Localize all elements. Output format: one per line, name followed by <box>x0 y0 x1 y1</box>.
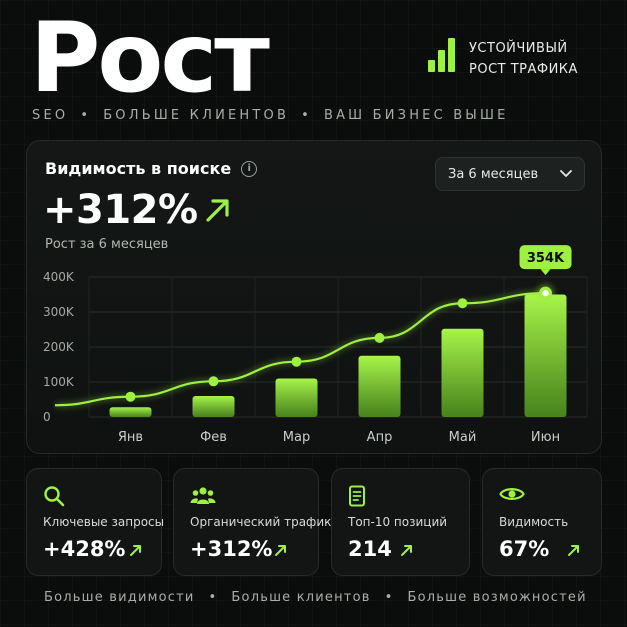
footer: Больше видимости • Больше клиентов • Бол… <box>44 590 587 605</box>
trend-point <box>125 391 136 402</box>
bar <box>524 294 567 417</box>
x-tick-label: Июн <box>531 430 560 445</box>
card-label: Ключевые запросы <box>43 515 165 529</box>
tagline-item: SEO <box>32 108 69 123</box>
footer-item: Больше возможностей <box>407 590 587 605</box>
separator-dot: • <box>301 108 312 123</box>
bar-chart-icon <box>428 38 455 72</box>
card-label: Органический трафик <box>190 515 332 529</box>
growth-value: +312% <box>43 187 198 233</box>
trend-point <box>291 356 302 367</box>
footer-item: Больше видимости <box>44 590 195 605</box>
hero-badge-line2: РОСТ ТРАФИКА <box>469 62 578 77</box>
highlight-point-center <box>542 289 549 297</box>
card-label: Видимость <box>499 515 569 529</box>
y-tick-label: 0 <box>43 410 51 424</box>
search-icon <box>44 486 65 507</box>
arrow-up-right-icon <box>568 545 579 556</box>
footer-item: Больше клиентов <box>231 590 371 605</box>
users-icon <box>190 487 216 504</box>
card-organic-traffic[interactable]: Органический трафик +312% <box>173 468 331 576</box>
x-tick-label: Мар <box>283 430 310 445</box>
trend-point <box>208 376 219 387</box>
value-callout <box>519 245 572 270</box>
card-label: Топ-10 позиций <box>348 515 448 529</box>
period-dropdown[interactable]: За 6 месяцев <box>435 157 585 191</box>
chevron-down-icon <box>560 170 572 178</box>
x-tick-label: Апр <box>367 430 393 445</box>
arrow-up-right-icon <box>206 199 229 222</box>
arrow-up-right-icon <box>401 545 412 556</box>
panel-title: Видимость в поиске i <box>45 159 258 178</box>
hero-badge-line1: УСТОЙЧИВЫЙ <box>469 41 568 56</box>
eye-icon <box>499 488 525 500</box>
separator-dot: • <box>208 590 218 605</box>
value-callout-pointer <box>540 269 551 276</box>
info-icon[interactable]: i <box>241 160 258 177</box>
bar <box>441 328 484 417</box>
card-value: +312% <box>190 537 273 561</box>
tagline-item: БОЛЬШЕ КЛИЕНТОВ <box>103 108 290 123</box>
card-top10[interactable]: Топ-10 позиций 214 <box>331 468 470 576</box>
panel-subtitle: Рост за 6 месяцев <box>45 237 169 252</box>
bar <box>109 407 152 417</box>
card-keywords[interactable]: Ключевые запросы +428% <box>26 468 165 576</box>
bar <box>275 378 318 417</box>
trend-point <box>374 332 385 343</box>
y-tick-label: 200K <box>43 340 75 354</box>
x-tick-label: Май <box>449 430 477 445</box>
growth-chart: 0 100K 200K 300K 400K Янв Фев Мар Апр Май Июн 354K <box>43 245 588 445</box>
card-value: +428% <box>43 537 126 561</box>
x-tick-label: Янв <box>118 430 143 445</box>
separator-dot: • <box>80 108 92 123</box>
y-tick-label: 300K <box>43 305 75 319</box>
hero-title: Рост <box>30 2 270 114</box>
y-tick-label: 400K <box>43 270 75 284</box>
card-value: 67% <box>499 537 550 561</box>
arrow-up-right-icon <box>130 545 141 556</box>
card-visibility[interactable]: Видимость 67% <box>482 468 602 576</box>
trend-point <box>457 298 468 309</box>
visibility-panel: Видимость в поиске i +312% Рост за 6 мес… <box>26 140 602 454</box>
x-tick-label: Фев <box>200 430 227 445</box>
hero-badge: УСТОЙЧИВЫЙ РОСТ ТРАФИКА <box>428 38 578 80</box>
y-tick-label: 100K <box>43 375 75 389</box>
document-icon <box>349 485 365 507</box>
tagline-item: ВАШ БИЗНЕС ВЫШЕ <box>323 108 509 123</box>
value-callout-label: 354K <box>527 251 565 266</box>
bar <box>358 355 401 417</box>
card-value: 214 <box>348 537 392 561</box>
bar <box>192 396 235 417</box>
panel-title-text: Видимость в поиске <box>45 159 232 178</box>
separator-dot: • <box>384 590 394 605</box>
tagline: SEO • БОЛЬШЕ КЛИЕНТОВ • ВАШ БИЗНЕС ВЫШЕ <box>32 108 509 123</box>
period-dropdown-value: За 6 месяцев <box>448 166 539 182</box>
arrow-up-right-icon <box>275 545 286 556</box>
hero-badge-text: УСТОЙЧИВЫЙ РОСТ ТРАФИКА <box>469 38 578 80</box>
